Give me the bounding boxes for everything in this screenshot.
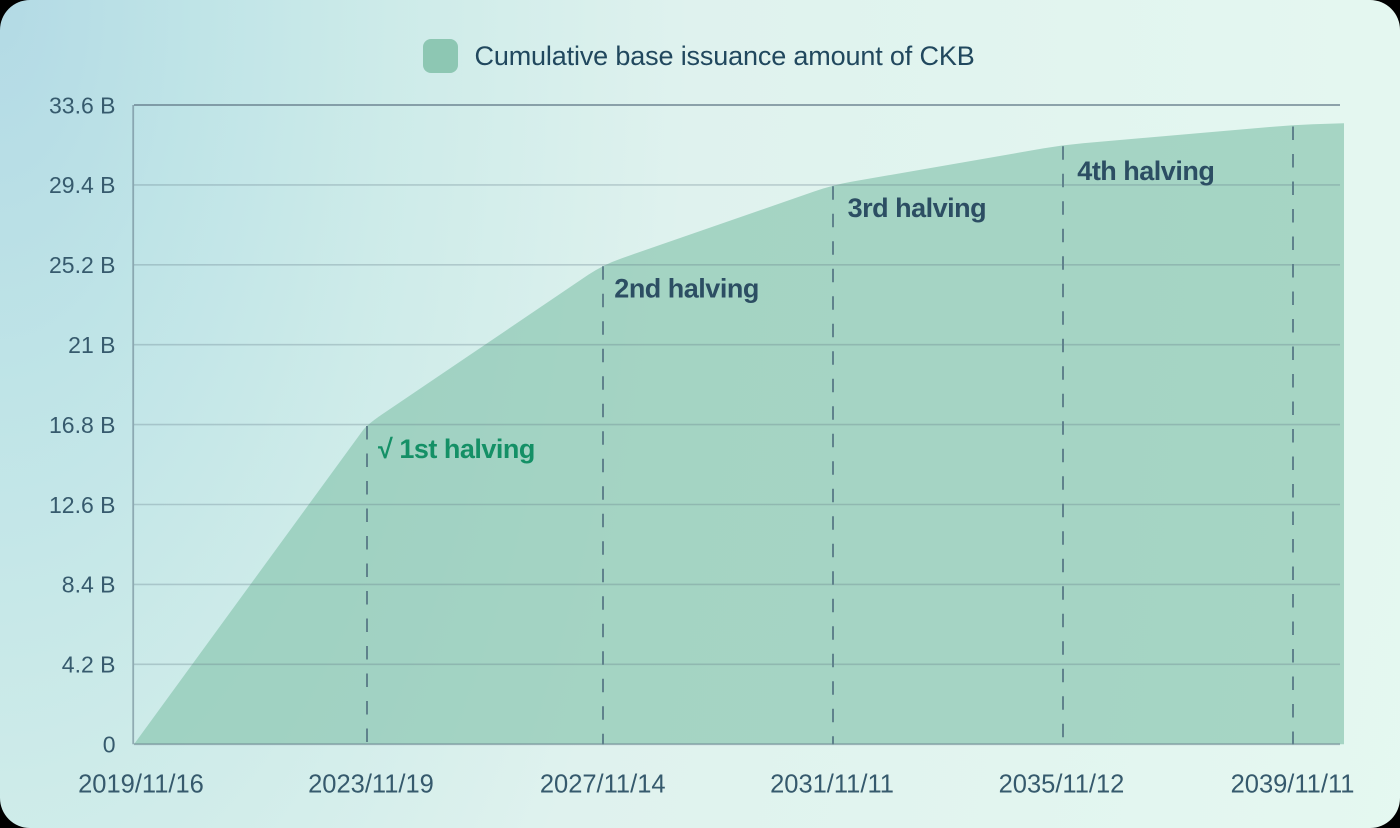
svg-text:2019/11/16: 2019/11/16 xyxy=(78,770,204,798)
svg-text:√ 1st halving: √ 1st halving xyxy=(378,434,535,464)
svg-text:2023/11/19: 2023/11/19 xyxy=(308,770,434,798)
svg-text:2027/11/14: 2027/11/14 xyxy=(540,770,666,798)
svg-text:21 B: 21 B xyxy=(68,332,115,358)
svg-text:29.4 B: 29.4 B xyxy=(49,172,116,198)
svg-text:25.2 B: 25.2 B xyxy=(49,252,116,278)
svg-text:0: 0 xyxy=(103,732,116,758)
svg-text:4.2 B: 4.2 B xyxy=(62,652,116,678)
svg-text:4th halving: 4th halving xyxy=(1077,156,1214,186)
svg-text:2039/11/11: 2039/11/11 xyxy=(1231,770,1355,798)
svg-text:12.6 B: 12.6 B xyxy=(49,492,116,518)
svg-text:2035/11/12: 2035/11/12 xyxy=(999,770,1125,798)
svg-text:3rd halving: 3rd halving xyxy=(848,193,987,223)
svg-text:2031/11/11: 2031/11/11 xyxy=(770,770,894,798)
svg-text:16.8 B: 16.8 B xyxy=(49,412,116,438)
svg-text:8.4 B: 8.4 B xyxy=(62,572,116,598)
svg-text:33.6 B: 33.6 B xyxy=(49,92,116,118)
svg-text:2nd halving: 2nd halving xyxy=(614,274,759,304)
svg-text:Cumulative base issuance amoun: Cumulative base issuance amount of CKB xyxy=(475,41,975,71)
